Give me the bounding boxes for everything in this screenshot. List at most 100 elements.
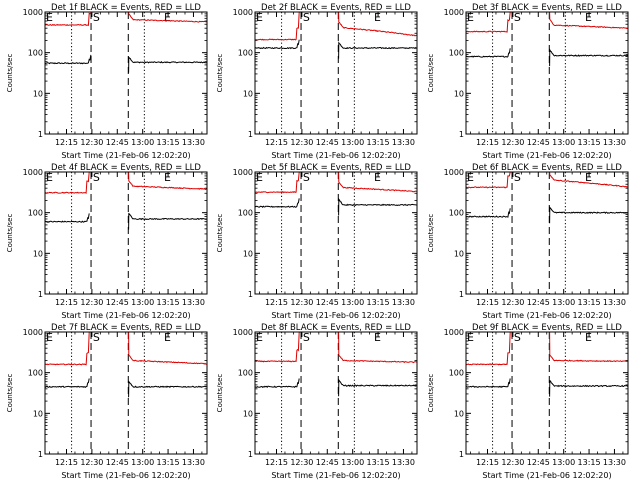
y-tick-label: 10 [454,409,464,418]
event-marker: E [467,171,474,184]
x-tick-label: 12:45 [316,298,339,307]
x-tick-label: 13:15 [157,138,180,147]
x-tick-label: 12:45 [106,298,129,307]
panel-title: Det 8f BLACK = Events, RED = LLD [261,323,411,333]
x-tick-label: 12:15 [55,138,78,147]
lld-series-line [465,171,628,189]
x-tick-label: 12:30 [80,298,103,307]
panel-8: Det 8f BLACK = Events, RED = LLD Counts/s… [216,323,418,480]
x-tick-label: 12:30 [290,298,313,307]
event-marker: E [585,11,592,24]
events-series-line [465,378,628,397]
x-tick-label: 13:30 [392,138,415,147]
y-axis-label: Counts/sec [216,374,224,413]
event-marker: E [164,11,171,24]
x-axis-label: Start Time (21-Feb-06 12:02:20) [61,311,190,320]
panel-title: Det 9f BLACK = Events, RED = LLD [472,323,622,333]
plot-frame [44,331,208,455]
event-marker: E [585,331,592,344]
x-tick-label: 13:30 [182,298,205,307]
y-tick-label: 100 [28,209,43,218]
panel-7: Det 7f BLACK = Events, RED = LLD Counts/s… [6,323,208,480]
lld-series-line [44,11,207,27]
x-axis-label: Start Time (21-Feb-06 12:02:20) [271,471,400,480]
x-tick-label: 13:00 [131,138,154,147]
event-marker: S [514,171,521,184]
event-marker: E [164,331,171,344]
x-tick-label: 12:45 [527,298,550,307]
x-tick-label: 13:00 [552,138,575,147]
y-tick-label: 1000 [233,8,253,17]
y-tick-label: 100 [449,369,464,378]
event-marker: E [374,11,381,24]
x-tick-label: 13:30 [182,138,205,147]
x-tick-label: 13:30 [182,458,205,467]
y-tick-label: 1 [459,450,464,459]
y-tick-label: 1 [459,290,464,299]
lld-series-line [254,171,417,194]
x-tick-label: 13:30 [603,138,626,147]
x-tick-label: 12:15 [265,138,288,147]
x-tick-label: 13:15 [157,458,180,467]
event-marker: S [93,171,100,184]
panel-6: Det 6f BLACK = Events, RED = LLD Counts/s… [427,163,629,320]
lld-series-line [254,331,417,364]
plot-frame [254,171,418,295]
x-tick-label: 13:30 [392,298,415,307]
y-tick-label: 1000 [23,8,43,17]
panel-9: Det 9f BLACK = Events, RED = LLD Counts/s… [427,323,629,480]
x-tick-label: 12:45 [527,138,550,147]
x-tick-label: 12:15 [476,458,499,467]
plot-frame [465,171,629,295]
event-marker: E [374,171,381,184]
panel-title: Det 7f BLACK = Events, RED = LLD [51,323,201,333]
y-axis-label: Counts/sec [427,214,435,253]
x-tick-label: 13:00 [341,458,364,467]
y-tick-label: 10 [33,409,43,418]
y-tick-label: 10 [243,89,253,98]
y-tick-label: 100 [238,49,253,58]
x-axis-label: Start Time (21-Feb-06 12:02:20) [61,471,190,480]
x-tick-label: 12:45 [106,138,129,147]
events-series-line [44,378,207,398]
y-axis-label: Counts/sec [216,54,224,93]
x-axis-label: Start Time (21-Feb-06 12:02:20) [61,151,190,160]
x-tick-label: 13:30 [603,458,626,467]
event-marker: E [46,331,53,344]
lld-series-line [465,331,628,366]
x-axis-label: Start Time (21-Feb-06 12:02:20) [482,471,611,480]
y-axis-label: Counts/sec [427,54,435,93]
x-axis-label: Start Time (21-Feb-06 12:02:20) [271,311,400,320]
x-tick-label: 12:15 [265,458,288,467]
panel-title: Det 2f BLACK = Events, RED = LLD [261,3,411,13]
y-tick-label: 10 [243,249,253,258]
event-marker: S [93,331,100,344]
event-marker: E [256,171,263,184]
y-tick-label: 1 [248,290,253,299]
event-marker: S [303,11,310,24]
event-marker: E [46,171,53,184]
events-series-line [44,54,207,73]
x-tick-label: 13:15 [157,298,180,307]
event-marker: E [256,11,263,24]
x-tick-label: 13:15 [578,458,601,467]
y-tick-label: 100 [238,209,253,218]
y-axis-label: Counts/sec [6,54,14,93]
x-tick-label: 13:00 [552,458,575,467]
panel-4: Det 4f BLACK = Events, RED = LLD Counts/s… [6,163,208,320]
y-tick-label: 1000 [23,168,43,177]
events-series-line [254,378,417,397]
x-tick-label: 12:45 [316,458,339,467]
y-tick-label: 1000 [444,328,464,337]
event-marker: S [514,331,521,344]
events-series-line [254,39,417,59]
plot-frame [44,171,208,295]
panel-title: Det 5f BLACK = Events, RED = LLD [261,163,411,173]
event-marker: S [303,331,310,344]
y-tick-label: 1000 [444,168,464,177]
x-tick-label: 12:30 [501,138,524,147]
plot-frame [254,331,418,455]
events-series-line [254,197,417,216]
event-marker: S [514,11,521,24]
